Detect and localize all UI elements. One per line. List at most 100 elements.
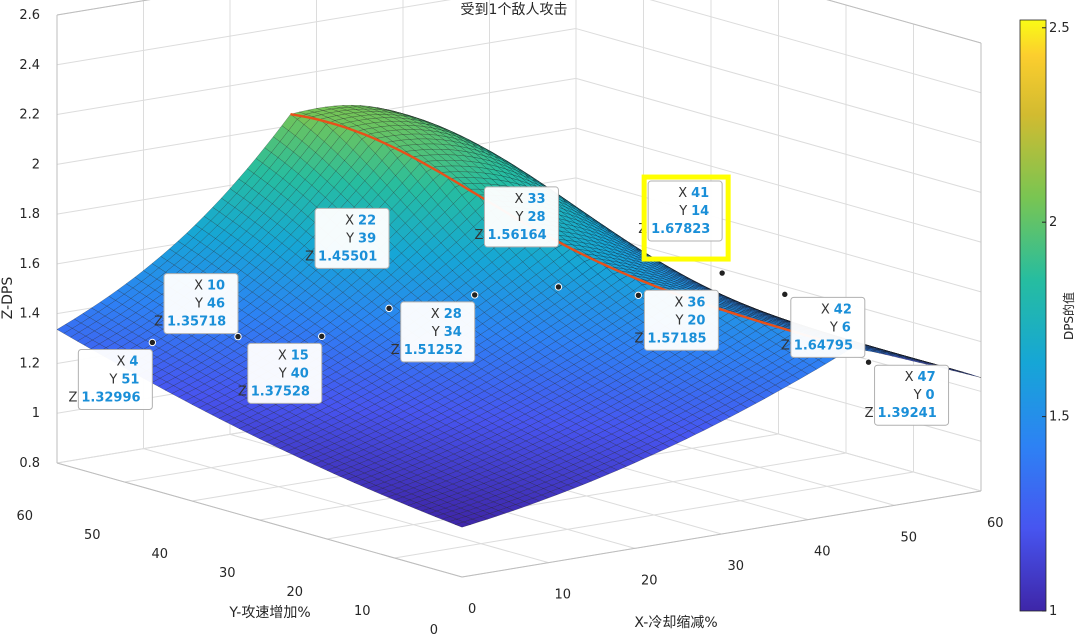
data-tip-marker: [718, 269, 726, 277]
data-tip: X 41Y 14Z 1.67823: [638, 174, 731, 277]
data-tip-marker: [634, 291, 643, 299]
x-tick-label: 50: [901, 530, 918, 545]
colorbar-tick-label: 2: [1049, 215, 1057, 230]
data-tip-value: 28: [527, 210, 545, 225]
data-tip-key: X: [674, 295, 683, 310]
data-tip-value: 1.32996: [81, 390, 140, 405]
axis-edge: [461, 490, 982, 578]
z-axis-label: Z-DPS: [0, 277, 16, 320]
x-tick-label: 40: [814, 545, 831, 560]
data-tip-value: 22: [358, 213, 376, 228]
axis-edge: [56, 0, 151, 16]
colorbar-tick-label: 1.5: [1049, 410, 1070, 425]
data-tip-key: Y: [913, 388, 922, 403]
data-tip-value: 1.64795: [794, 338, 853, 353]
data-tip-key: Z: [391, 343, 400, 358]
x-axis-label: X-冷却缩减%: [634, 615, 717, 631]
grid-line: [575, 77, 982, 193]
data-tip-value: 40: [291, 366, 309, 381]
data-tip-marker: [385, 304, 393, 313]
data-tip-value: 46: [207, 297, 225, 312]
z-tick-label: 2.6: [19, 8, 40, 23]
grid-line: [649, 0, 982, 94]
data-tip-key: X: [515, 192, 524, 207]
y-tick-label: 40: [151, 547, 168, 562]
data-tip-value: 1.39241: [878, 406, 937, 421]
data-tip: X 42 Y 6 Z 1.64795: [781, 290, 866, 358]
grid-line: [56, 0, 451, 66]
data-tip-key: Y: [345, 231, 354, 246]
data-tip: X 28 Y 34 Z 1.51252: [391, 291, 479, 363]
data-tip-marker: [554, 283, 563, 291]
data-tip-value: 42: [834, 302, 852, 317]
grid-line: [56, 28, 577, 116]
data-tip-marker: [148, 338, 157, 347]
data-tip-value: 14: [691, 204, 709, 219]
data-tip-key: Y: [514, 210, 523, 225]
axis-edge: [826, 0, 982, 44]
y-tick-label: 0: [430, 623, 438, 634]
z-tick-label: 1.8: [19, 207, 40, 222]
data-tip-marker: [234, 332, 242, 341]
y-tick-label: 20: [286, 585, 303, 600]
x-tick-label: 10: [555, 588, 572, 603]
axis-edge: [56, 462, 463, 578]
x-tick-label: 0: [468, 602, 476, 617]
data-tip-key: Y: [194, 297, 203, 312]
surface-cell: [965, 372, 982, 378]
grid-line: [326, 452, 847, 540]
data-tip-key: X: [905, 370, 914, 385]
data-tip-value: 1.57185: [647, 331, 706, 346]
colorbar-label: DPS的值: [1061, 292, 1076, 340]
grid-line: [575, 28, 982, 144]
y-axis-label: Y-攻速增加%: [228, 605, 310, 621]
data-tip: X 10 Y 46 Z 1.35718: [154, 273, 242, 341]
data-tip-value: 20: [687, 313, 705, 328]
data-tip-key: Z: [238, 384, 247, 399]
data-tip-key: X: [345, 213, 354, 228]
data-tip-key: X: [116, 354, 125, 369]
data-tip-value: 28: [444, 307, 462, 322]
z-tick-label: 1.6: [19, 257, 40, 272]
z-tick-label: 1.2: [19, 356, 40, 371]
colorbar-tick-label: 1: [1049, 604, 1057, 619]
data-tip-value: 39: [358, 231, 376, 246]
y-tick-label: 50: [84, 528, 101, 543]
data-tip-key: X: [678, 186, 687, 201]
data-tip-key: Z: [865, 406, 874, 421]
data-tip: X 47 Y 0 Z 1.39241: [865, 358, 950, 426]
data-tip: X 36 Y 20 Z 1.57185: [634, 289, 719, 351]
data-tip-value: 10: [207, 279, 225, 294]
chart-title: 受到1个敌人攻击: [461, 2, 568, 18]
data-tip-key: Y: [108, 372, 117, 387]
data-tip-key: X: [821, 302, 830, 317]
data-tip-key: Z: [305, 249, 314, 264]
data-tip-value: 36: [687, 295, 705, 310]
z-tick-label: 1.4: [19, 307, 40, 322]
data-tip-key: X: [431, 307, 440, 322]
y-tick-label: 60: [16, 509, 33, 524]
data-tip-value: 1.35718: [167, 315, 226, 330]
data-tip-key: Y: [674, 313, 683, 328]
data-tip-value: 47: [918, 370, 936, 385]
data-tip-key: Z: [634, 331, 643, 346]
y-tick-label: 30: [219, 566, 236, 581]
data-tip-key: X: [278, 348, 287, 363]
data-tip-key: Z: [475, 228, 484, 243]
grid-line: [394, 471, 914, 559]
data-tip-value: 15: [291, 348, 309, 363]
z-tick-label: 2.2: [19, 108, 40, 123]
data-tip-key: Z: [154, 315, 163, 330]
z-tick-label: 2: [32, 157, 40, 172]
x-tick-label: 60: [987, 516, 1004, 531]
x-tick-label: 30: [728, 559, 745, 574]
data-tip-marker: [471, 291, 479, 299]
x-tick-label: 20: [641, 573, 658, 588]
data-tip-value: 34: [444, 325, 462, 340]
z-tick-label: 0.8: [19, 456, 40, 471]
data-tip-key: X: [194, 279, 203, 294]
data-tip-value: 41: [691, 186, 709, 201]
data-tip: X 4Y 51 Z 1.32996: [68, 338, 157, 410]
grid-line: [575, 127, 982, 243]
